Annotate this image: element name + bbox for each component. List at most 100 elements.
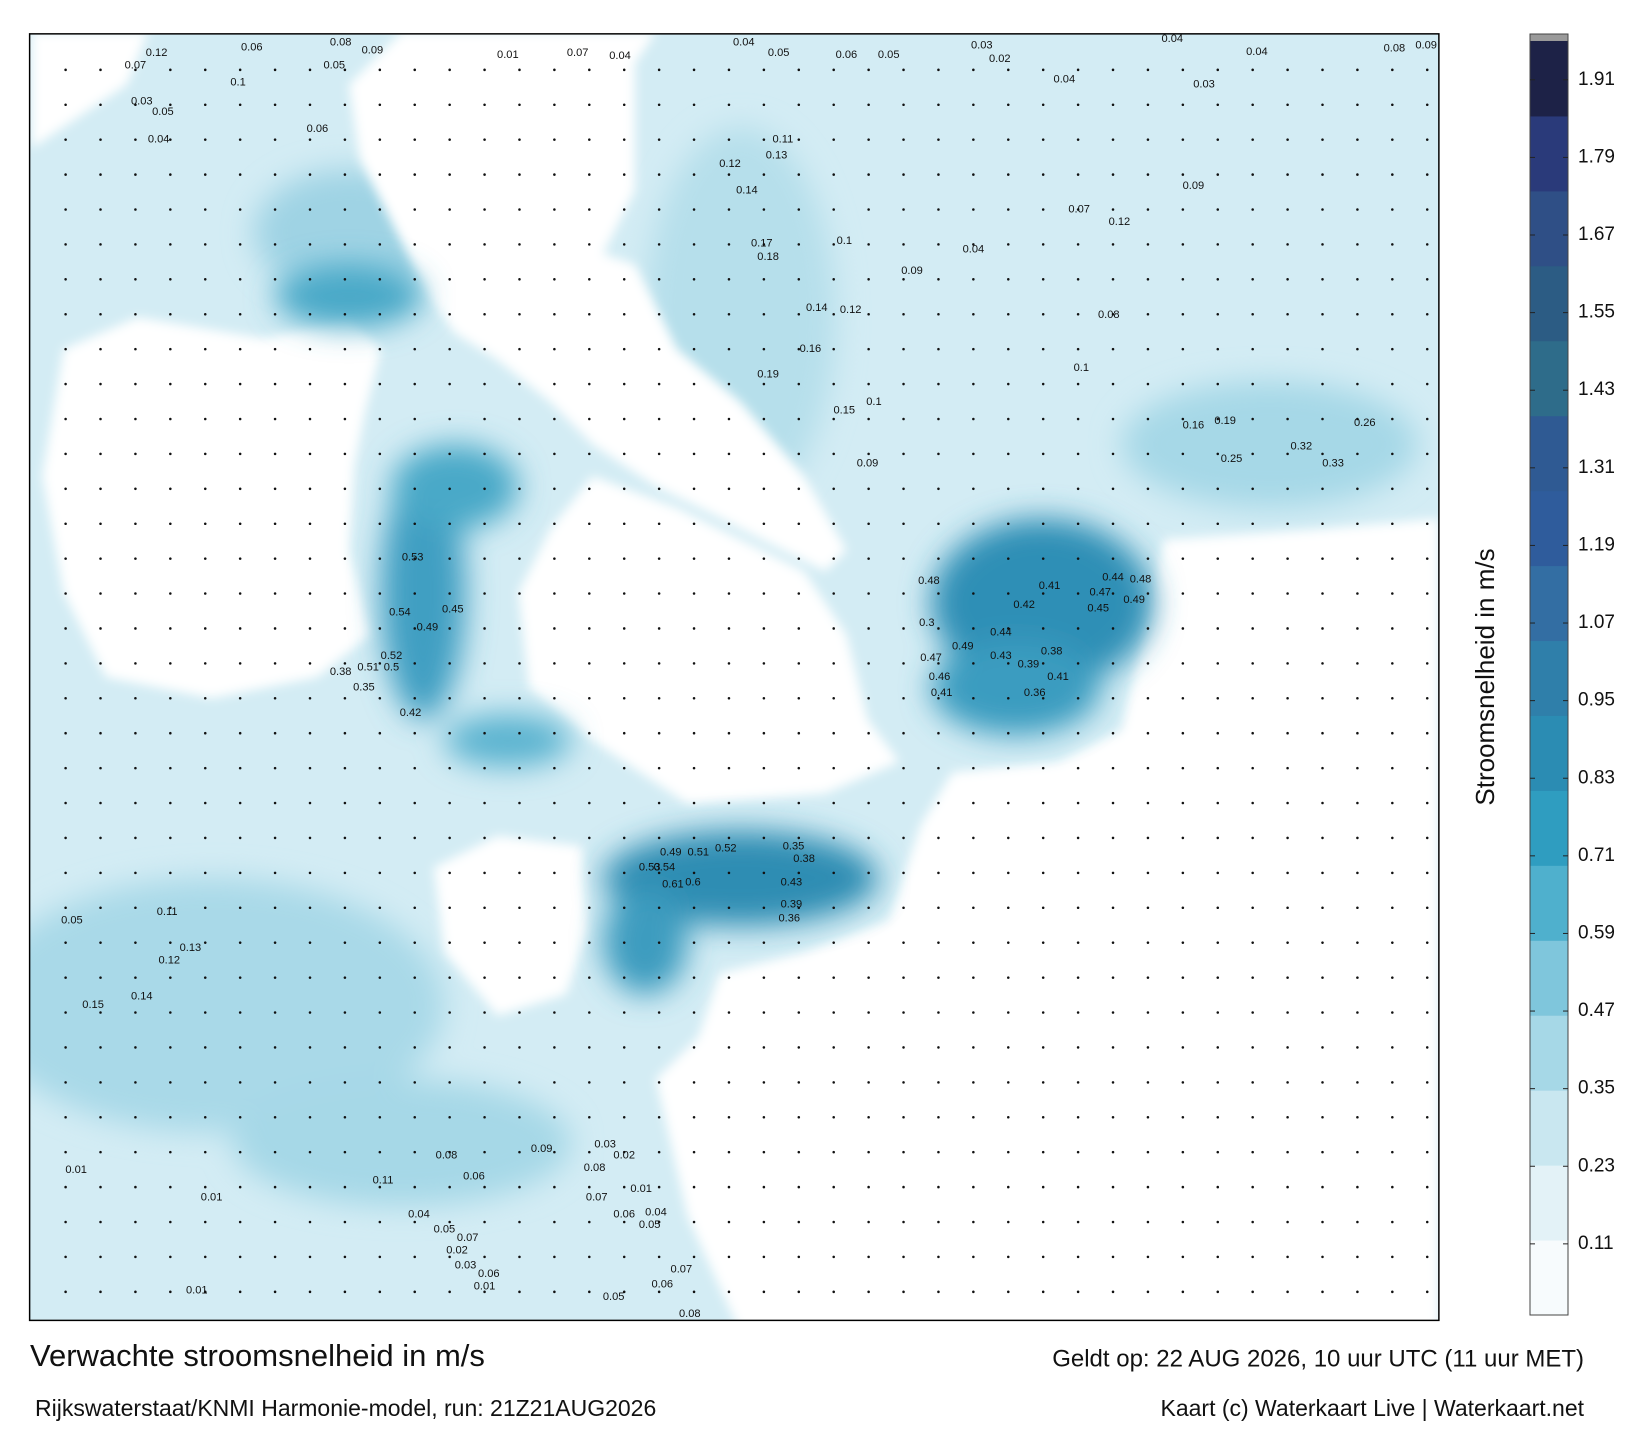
grid-dot <box>1286 801 1289 805</box>
grid-dot <box>1356 627 1359 630</box>
grid-dot <box>902 1046 905 1049</box>
grid-dot <box>937 417 940 421</box>
grid-dot <box>867 452 870 456</box>
grid-dot <box>169 836 172 840</box>
grid-dot <box>622 382 626 386</box>
map-frame <box>28 33 1440 1322</box>
grid-dot <box>483 138 486 141</box>
grid-dot <box>1286 906 1289 910</box>
grid-dot <box>622 627 626 630</box>
grid-dot <box>169 627 172 630</box>
grid-dot <box>1286 208 1289 211</box>
grid-dot <box>483 312 486 316</box>
grid-dot <box>972 1290 975 1294</box>
grid-dot <box>588 1220 591 1224</box>
grid-dot <box>588 592 591 595</box>
grid-dot <box>1321 1220 1324 1224</box>
grid-dot <box>867 871 870 875</box>
grid-dot <box>1251 417 1254 421</box>
grid-dot <box>1216 1255 1220 1259</box>
grid-dot <box>1146 347 1150 351</box>
grid-dot <box>1391 173 1394 176</box>
speed-label: 0.04 <box>963 244 985 256</box>
grid-dot <box>483 1115 486 1119</box>
grid-dot <box>413 312 417 316</box>
grid-dot <box>378 138 382 141</box>
grid-dot <box>797 557 801 560</box>
grid-dot <box>657 208 661 211</box>
grid-dot <box>134 1220 137 1224</box>
grid-dot <box>1286 976 1289 979</box>
grid-dot <box>867 766 870 770</box>
grid-dot <box>692 836 696 840</box>
grid-dot <box>1181 68 1185 72</box>
grid-dot <box>972 278 975 281</box>
speed-label: 0.42 <box>1013 599 1035 611</box>
grid-dot <box>1321 906 1324 910</box>
grid-dot <box>134 208 137 211</box>
grid-dot <box>518 627 521 630</box>
grid-dot <box>308 208 312 211</box>
grid-dot <box>937 347 940 351</box>
grid-dot <box>832 452 835 456</box>
grid-dot <box>64 1046 67 1049</box>
grid-dot <box>1425 487 1429 491</box>
grid-dot <box>1111 487 1115 491</box>
grid-dot <box>1007 243 1010 246</box>
grid-dot <box>1356 243 1359 246</box>
grid-dot <box>553 382 556 386</box>
grid-dot <box>518 697 521 700</box>
grid-dot <box>1286 1115 1289 1119</box>
grid-dot <box>378 731 382 735</box>
grid-dot <box>902 1220 905 1224</box>
grid-dot <box>1286 347 1289 351</box>
speed-label: 0.06 <box>307 123 329 135</box>
grid-dot <box>692 627 696 630</box>
grid-dot <box>169 417 172 421</box>
grid-dot <box>518 801 521 805</box>
speed-label: 0.44 <box>1102 572 1124 584</box>
grid-dot <box>1356 522 1359 525</box>
grid-dot <box>832 138 835 141</box>
grid-dot <box>727 487 731 491</box>
grid-dot <box>1041 731 1045 735</box>
grid-dot <box>902 592 905 595</box>
speed-label: 0.14 <box>131 991 153 1003</box>
speed-label: 0.36 <box>778 912 800 924</box>
grid-dot <box>937 871 940 875</box>
colorbar-band <box>1530 790 1568 866</box>
grid-dot <box>1286 312 1289 316</box>
grid-dot <box>448 836 451 840</box>
grid-dot <box>1181 487 1185 491</box>
grid-dot <box>1146 1150 1150 1154</box>
grid-dot <box>553 452 556 456</box>
grid-dot <box>727 662 731 665</box>
grid-dot <box>238 1255 242 1259</box>
grid-dot <box>1356 487 1359 491</box>
colorbar-tick-label: 0.71 <box>1578 845 1615 866</box>
grid-dot <box>972 1081 975 1084</box>
grid-dot <box>1356 592 1359 595</box>
grid-dot <box>1146 522 1150 525</box>
grid-dot <box>832 487 835 491</box>
grid-dot <box>1041 1150 1045 1154</box>
grid-dot <box>1425 941 1429 944</box>
grid-dot <box>448 557 451 560</box>
grid-dot <box>867 522 870 525</box>
grid-dot <box>99 208 102 211</box>
grid-dot <box>518 1220 521 1224</box>
speed-label: 0.12 <box>1109 216 1131 228</box>
grid-dot <box>1041 312 1045 316</box>
grid-dot <box>622 1081 626 1084</box>
grid-dot <box>518 312 521 316</box>
grid-dot <box>972 627 975 630</box>
grid-dot <box>1286 1150 1289 1154</box>
grid-dot <box>553 941 556 944</box>
grid-dot <box>413 452 417 456</box>
grid-dot <box>797 278 801 281</box>
grid-dot <box>1321 801 1324 805</box>
grid-dot <box>1111 1115 1115 1119</box>
grid-dot <box>832 731 835 735</box>
grid-dot <box>343 417 347 421</box>
grid-dot <box>169 1150 172 1154</box>
